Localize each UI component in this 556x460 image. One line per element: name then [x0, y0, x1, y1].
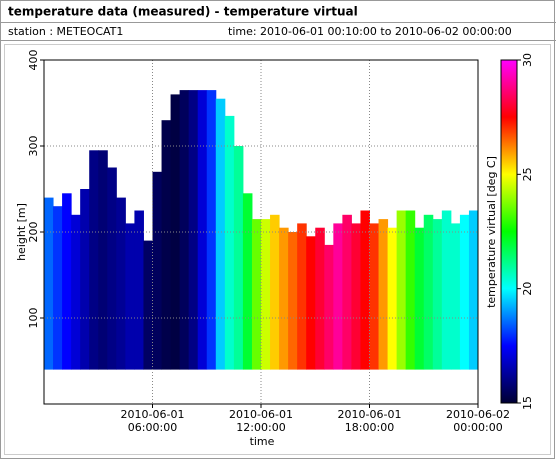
- data-column: [450, 223, 461, 370]
- y-tick-label: 100: [27, 308, 40, 329]
- data-column: [44, 197, 54, 370]
- data-column: [215, 98, 226, 370]
- data-column: [62, 193, 72, 370]
- y-tick-label: 200: [27, 222, 40, 243]
- station: station : METEOCAT1: [8, 25, 123, 38]
- data-column: [206, 90, 217, 370]
- x-tick-label: 2010-06-01 18:00:00: [337, 408, 402, 434]
- data-column: [251, 219, 262, 370]
- y-tick-label: 300: [27, 136, 40, 157]
- data-column: [333, 223, 343, 370]
- data-column: [170, 94, 181, 370]
- x-tick-label: 2010-06-01 06:00:00: [120, 408, 185, 434]
- data-column: [360, 210, 370, 370]
- data-column: [297, 223, 307, 370]
- data-column: [468, 210, 479, 370]
- data-column: [98, 150, 108, 370]
- data-column: [224, 115, 235, 370]
- data-column: [342, 214, 352, 370]
- data-column: [378, 219, 389, 370]
- data-column: [351, 223, 361, 370]
- data-column: [179, 90, 190, 370]
- period: time: 2010-06-01 00:10:00 to 2010-06-02 …: [228, 25, 512, 38]
- data-column: [71, 214, 81, 370]
- data-column: [143, 240, 153, 370]
- data-column: [396, 210, 407, 370]
- data-column: [405, 210, 416, 370]
- data-column: [387, 227, 398, 370]
- colorbar-tick-label: 15: [521, 396, 534, 410]
- data-column: [107, 167, 117, 370]
- data-column: [261, 219, 271, 370]
- data-column: [89, 150, 99, 370]
- data-column: [116, 197, 126, 370]
- data-column: [306, 236, 316, 370]
- data-column: [441, 210, 452, 370]
- colorbar-tick-label: 20: [521, 282, 534, 296]
- data-column: [233, 146, 244, 370]
- data-column: [134, 210, 144, 370]
- data-column: [242, 193, 253, 370]
- data-column: [432, 219, 443, 370]
- data-column: [270, 214, 280, 370]
- data-column: [423, 214, 434, 370]
- y-tick-label: 400: [27, 50, 40, 71]
- data-column: [369, 223, 380, 370]
- data-column: [80, 189, 90, 370]
- colorbar-tick-label: 25: [521, 167, 534, 181]
- colorbar-label: temperature virtual [deg C]: [485, 156, 498, 308]
- data-column: [161, 120, 172, 370]
- colorbar-tick-label: 30: [521, 53, 534, 67]
- data-column: [197, 90, 208, 370]
- data-column: [125, 223, 135, 370]
- data-column: [315, 227, 325, 370]
- data-column: [414, 227, 425, 370]
- data-column: [188, 90, 199, 370]
- x-tick-label: 2010-06-02 00:00:00: [446, 408, 510, 434]
- x-axis-label: time: [250, 435, 275, 448]
- title: temperature data (measured) - temperatur…: [8, 5, 358, 19]
- data-column: [288, 232, 298, 370]
- data-column: [324, 244, 334, 370]
- plot-frame: [4, 44, 551, 455]
- data-column: [152, 171, 163, 370]
- data-column: [459, 214, 470, 370]
- y-axis-label: height [m]: [15, 203, 28, 261]
- colorbar: [500, 59, 518, 404]
- data-column: [53, 206, 63, 370]
- data-column: [279, 227, 289, 370]
- x-tick-label: 2010-06-01 12:00:00: [229, 408, 293, 434]
